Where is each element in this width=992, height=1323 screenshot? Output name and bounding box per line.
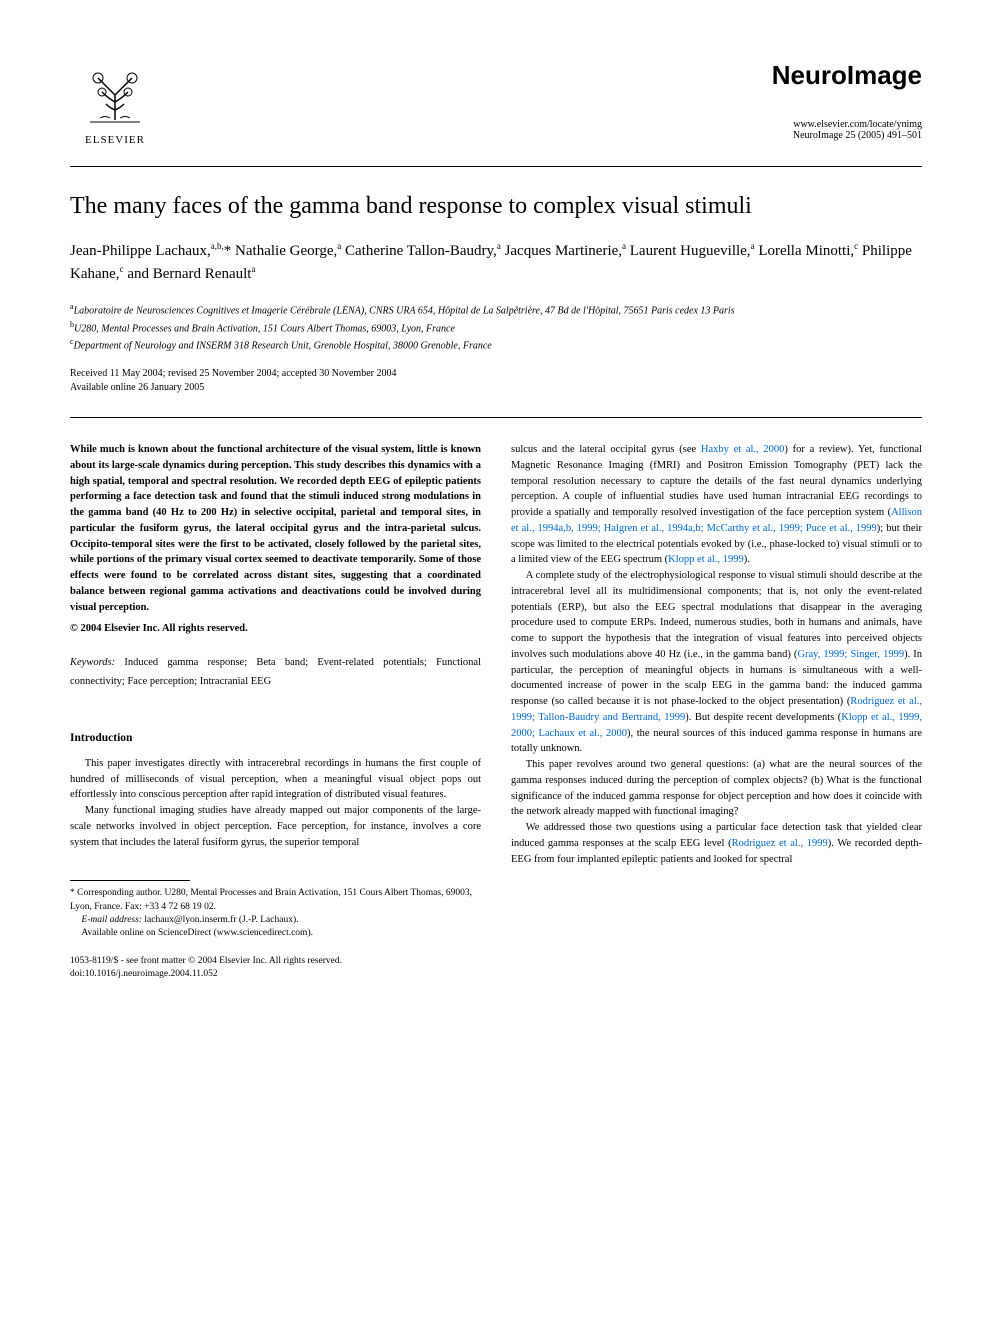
citation-link-gray[interactable]: Gray, 1999; Singer, 1999: [797, 649, 904, 660]
meta-divider: [70, 417, 922, 418]
two-column-layout: While much is known about the functional…: [70, 442, 922, 981]
keywords-text: Induced gamma response; Beta band; Event…: [70, 657, 481, 687]
citation-link-klopp1[interactable]: Klopp et al., 1999: [668, 554, 744, 565]
p2-text-a: sulcus and the lateral occipital gyrus (…: [511, 444, 701, 455]
intro-p4: This paper revolves around two general q…: [511, 757, 922, 820]
corresponding-author-footnote: * Corresponding author. U280, Mental Pro…: [70, 887, 481, 914]
journal-block: NeuroImage www.elsevier.com/locate/ynimg…: [772, 60, 922, 141]
journal-citation: NeuroImage 25 (2005) 491–501: [772, 130, 922, 141]
doi-line: doi:10.1016/j.neuroimage.2004.11.052: [70, 968, 481, 981]
front-matter-line: 1053-8119/$ - see front matter © 2004 El…: [70, 955, 481, 968]
intro-p5: We addressed those two questions using a…: [511, 820, 922, 867]
intro-p2-right: sulcus and the lateral occipital gyrus (…: [511, 442, 922, 568]
p3-text-c: ). But despite recent developments (: [685, 712, 841, 723]
keywords-label: Keywords:: [70, 657, 115, 668]
affiliation-line: aLaboratoire de Neurosciences Cognitives…: [70, 301, 922, 318]
page-container: ELSEVIER NeuroImage www.elsevier.com/loc…: [0, 0, 992, 1021]
p3-text-a: A complete study of the electrophysiolog…: [511, 570, 922, 660]
affiliation-line: cDepartment of Neurology and INSERM 318 …: [70, 336, 922, 353]
footnote-divider: [70, 880, 190, 881]
right-column: sulcus and the lateral occipital gyrus (…: [511, 442, 922, 981]
bottom-copyright: 1053-8119/$ - see front matter © 2004 El…: [70, 955, 481, 982]
p2-text-b: ) for a review). Yet, functional Magneti…: [511, 444, 922, 518]
intro-p3: A complete study of the electrophysiolog…: [511, 568, 922, 757]
publisher-block: ELSEVIER: [70, 60, 160, 146]
publisher-label: ELSEVIER: [85, 134, 145, 146]
header-divider: [70, 166, 922, 167]
keywords-block: Keywords: Induced gamma response; Beta b…: [70, 652, 481, 690]
intro-p1: This paper investigates directly with in…: [70, 756, 481, 803]
dates-received: Received 11 May 2004; revised 25 Novembe…: [70, 367, 922, 381]
abstract-text: While much is known about the functional…: [70, 442, 481, 615]
email-label: E-mail address:: [81, 915, 142, 925]
dates-available: Available online 26 January 2005: [70, 381, 922, 395]
article-dates: Received 11 May 2004; revised 25 Novembe…: [70, 367, 922, 395]
journal-url: www.elsevier.com/locate/ynimg: [772, 119, 922, 130]
availability-footnote: Available online on ScienceDirect (www.s…: [70, 927, 481, 940]
introduction-heading: Introduction: [70, 732, 481, 744]
citation-link-haxby[interactable]: Haxby et al., 2000: [701, 444, 785, 455]
citation-link-rodriguez2[interactable]: Rodriguez et al., 1999: [732, 838, 828, 849]
affiliations: aLaboratoire de Neurosciences Cognitives…: [70, 301, 922, 353]
journal-title: NeuroImage: [772, 60, 922, 91]
email-footnote: E-mail address: lachaux@lyon.inserm.fr (…: [70, 914, 481, 927]
affiliation-line: bU280, Mental Processes and Brain Activa…: [70, 319, 922, 336]
elsevier-tree-icon: [80, 60, 150, 130]
article-title: The many faces of the gamma band respons…: [70, 191, 922, 222]
email-value: lachaux@lyon.inserm.fr (J.-P. Lachaux).: [142, 915, 298, 925]
header-row: ELSEVIER NeuroImage www.elsevier.com/loc…: [70, 60, 922, 146]
abstract-copyright: © 2004 Elsevier Inc. All rights reserved…: [70, 623, 481, 634]
authors-list: Jean-Philippe Lachaux,a,b,* Nathalie Geo…: [70, 240, 922, 285]
intro-p2-left: Many functional imaging studies have alr…: [70, 803, 481, 850]
p2-text-d: ).: [744, 554, 750, 565]
left-column: While much is known about the functional…: [70, 442, 481, 981]
